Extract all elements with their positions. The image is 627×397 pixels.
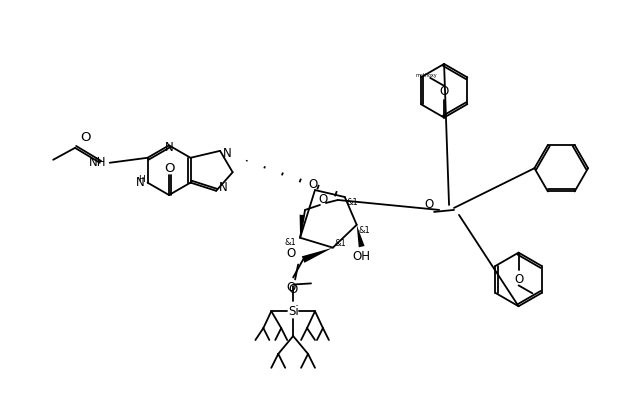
Text: &1: &1	[284, 238, 296, 247]
Text: &1: &1	[347, 198, 359, 208]
Text: O: O	[287, 281, 296, 294]
Text: O: O	[288, 283, 298, 296]
Text: OH: OH	[352, 250, 371, 263]
Text: N: N	[219, 181, 228, 195]
Text: O: O	[440, 85, 449, 98]
Text: O: O	[80, 131, 90, 145]
Text: O: O	[514, 273, 523, 286]
Text: methoxy: methoxy	[416, 73, 437, 78]
Text: O: O	[164, 162, 174, 175]
Text: H: H	[138, 175, 145, 183]
Text: O: O	[424, 198, 434, 212]
Text: Si: Si	[288, 305, 298, 318]
Polygon shape	[302, 248, 333, 263]
Text: N: N	[136, 176, 145, 189]
Text: O: O	[319, 193, 327, 206]
Text: &1: &1	[335, 239, 347, 248]
Text: &1: &1	[359, 226, 371, 235]
Text: N: N	[223, 147, 232, 160]
Polygon shape	[300, 215, 305, 238]
Text: N: N	[165, 141, 174, 154]
Text: NH: NH	[89, 156, 107, 169]
Text: O: O	[286, 247, 295, 260]
Text: O: O	[308, 177, 318, 191]
Polygon shape	[357, 225, 364, 247]
